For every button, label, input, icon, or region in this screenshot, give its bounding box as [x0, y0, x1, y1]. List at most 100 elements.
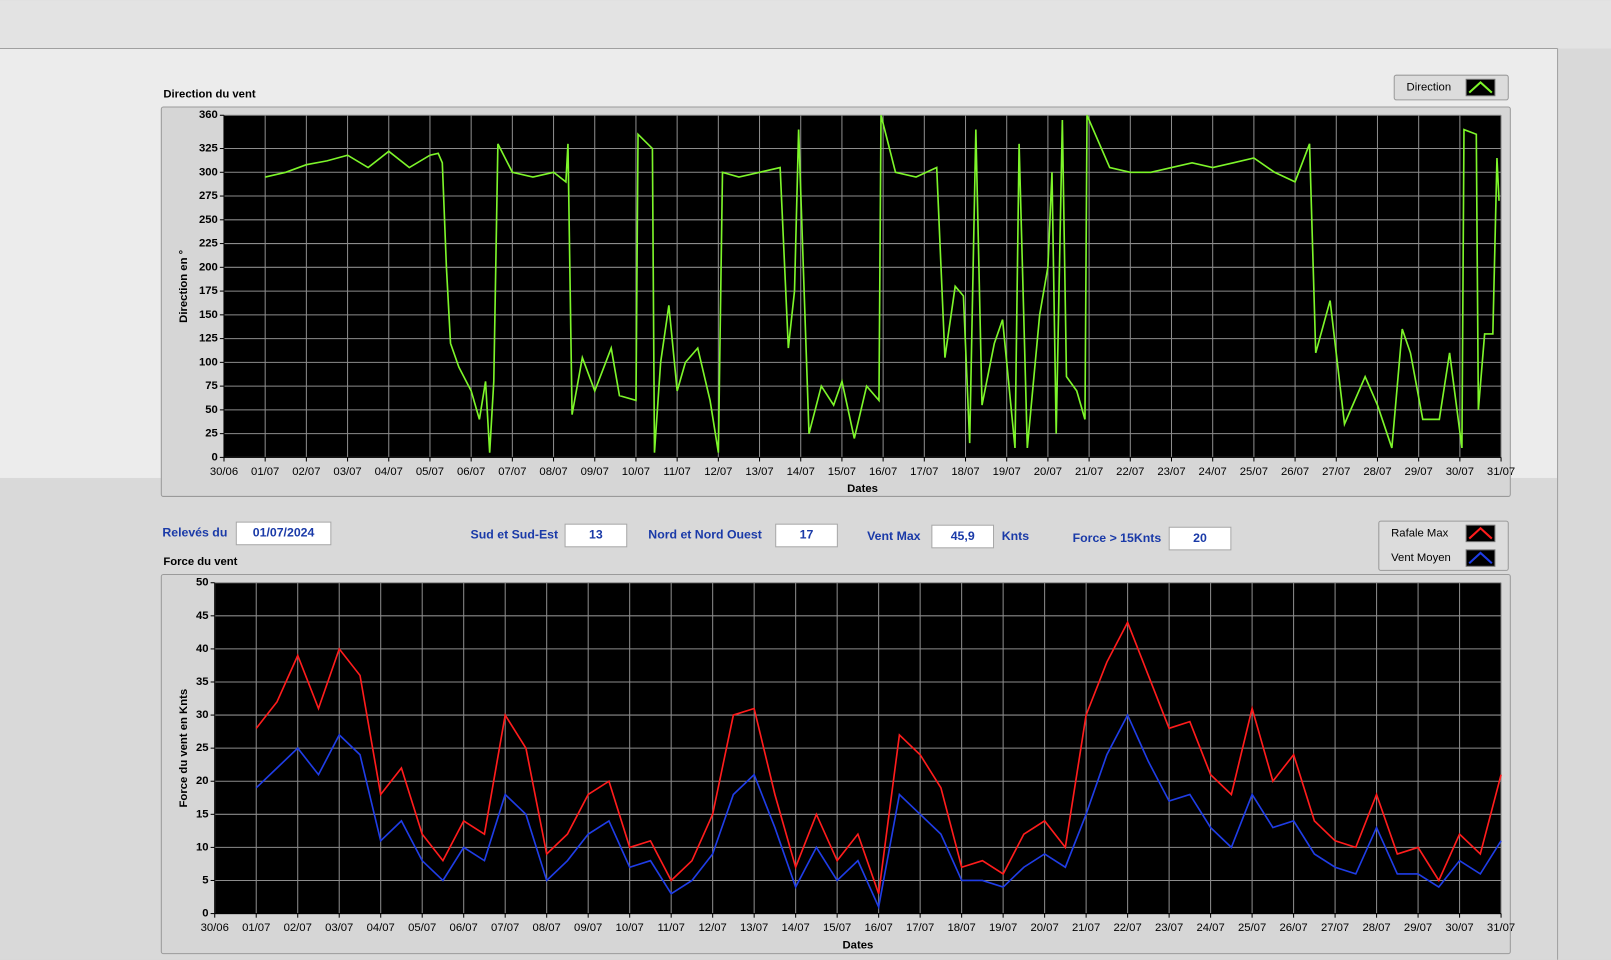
x-tick-label: 12/07	[704, 466, 732, 478]
field-value: 13	[589, 528, 603, 542]
field-label: Relevés du	[162, 526, 227, 540]
x-tick-label: 03/07	[325, 922, 353, 934]
y-tick-label: 250	[199, 214, 218, 226]
y-tick-label: 125	[199, 333, 218, 345]
x-tick-label: 02/07	[292, 466, 320, 478]
x-tick-label: 01/07	[242, 922, 270, 934]
field-label: Nord et Nord Ouest	[648, 528, 762, 542]
x-tick-label: 22/07	[1113, 922, 1141, 934]
x-tick-label: 31/07	[1487, 466, 1515, 478]
x-tick-label: 21/07	[1075, 466, 1103, 478]
y-tick-label: 150	[199, 309, 218, 321]
y-tick-label: 15	[196, 808, 209, 820]
legend-swatch-bg	[1465, 549, 1496, 567]
x-tick-label: 16/07	[865, 922, 893, 934]
x-tick-label: 24/07	[1199, 466, 1227, 478]
y-tick-label: 30	[196, 709, 209, 721]
y-tick-label: 200	[199, 261, 218, 273]
x-tick-label: 21/07	[1072, 922, 1100, 934]
field-label: Force > 15Knts	[1073, 531, 1162, 545]
x-tick-label: 14/07	[782, 922, 810, 934]
x-tick-label: 19/07	[993, 466, 1021, 478]
field-value: 17	[800, 528, 814, 542]
x-tick-label: 05/07	[416, 466, 444, 478]
x-tick-label: 03/07	[333, 466, 361, 478]
field-value: 01/07/2024	[253, 526, 315, 540]
y-tick-label: 300	[199, 166, 218, 178]
x-tick-label: 30/06	[210, 466, 238, 478]
legend-swatch	[1468, 80, 1493, 94]
chart-title: Direction du vent	[163, 89, 256, 101]
x-tick-label: 16/07	[869, 466, 897, 478]
x-tick-label: 07/07	[491, 922, 519, 934]
data-line	[255, 713, 1502, 910]
x-tick-label: 01/07	[251, 466, 279, 478]
x-tick-label: 13/07	[740, 922, 768, 934]
x-tick-label: 30/07	[1445, 922, 1473, 934]
y-tick-label: 25	[205, 428, 218, 440]
y-tick-label: 75	[205, 380, 218, 392]
x-tick-label: 14/07	[787, 466, 815, 478]
x-tick-label: 24/07	[1196, 922, 1224, 934]
y-tick-label: 45	[196, 610, 209, 622]
x-tick-label: 30/07	[1446, 466, 1474, 478]
data-line	[264, 114, 1500, 453]
x-tick-label: 30/06	[201, 922, 229, 934]
legend-swatch	[1468, 551, 1493, 564]
x-tick-label: 15/07	[828, 466, 856, 478]
chart-title: Force du vent	[163, 556, 237, 568]
x-tick-label: 27/07	[1322, 466, 1350, 478]
x-tick-label: 06/07	[450, 922, 478, 934]
top-bar	[0, 0, 1611, 49]
field-box	[564, 523, 628, 548]
x-tick-label: 05/07	[408, 922, 436, 934]
y-tick-label: 0	[212, 451, 218, 463]
x-tick-label: 09/07	[574, 922, 602, 934]
x-tick-label: 04/07	[367, 922, 395, 934]
data-line	[255, 620, 1502, 895]
legend-label: Rafale Max	[1391, 527, 1448, 539]
y-tick-label: 0	[202, 908, 208, 920]
y-tick-label: 40	[196, 643, 209, 655]
x-tick-label: 02/07	[284, 922, 312, 934]
x-tick-label: 12/07	[699, 922, 727, 934]
x-tick-label: 27/07	[1321, 922, 1349, 934]
field-box	[235, 521, 332, 546]
y-tick-label: 5	[202, 874, 208, 886]
x-tick-label: 18/07	[947, 922, 975, 934]
x-tick-label: 07/07	[498, 466, 526, 478]
x-tick-label: 13/07	[745, 466, 773, 478]
field-unit: Knts	[1002, 529, 1030, 543]
y-tick-label: 275	[199, 190, 218, 202]
y-tick-label: 10	[196, 841, 209, 853]
y-axis-label: Direction en °	[178, 249, 190, 322]
x-tick-label: 31/07	[1487, 922, 1515, 934]
field-label: Vent Max	[867, 529, 921, 543]
x-tick-label: 25/07	[1240, 466, 1268, 478]
legend-swatch-bg	[1465, 524, 1496, 543]
y-tick-label: 100	[199, 356, 218, 368]
field-value: 45,9	[951, 529, 975, 543]
x-tick-label: 25/07	[1238, 922, 1266, 934]
x-axis-label: Dates	[847, 483, 878, 495]
x-tick-label: 28/07	[1362, 922, 1390, 934]
field-box	[775, 523, 838, 548]
field-box	[1168, 526, 1232, 551]
x-tick-label: 18/07	[951, 466, 979, 478]
y-tick-label: 175	[199, 285, 218, 297]
y-tick-label: 35	[196, 676, 209, 688]
x-tick-label: 15/07	[823, 922, 851, 934]
field-box	[931, 524, 995, 549]
x-tick-label: 23/07	[1155, 922, 1183, 934]
x-tick-label: 11/07	[663, 466, 690, 478]
x-tick-label: 20/07	[1030, 922, 1058, 934]
y-tick-label: 50	[205, 404, 218, 416]
x-tick-label: 04/07	[375, 466, 403, 478]
y-tick-label: 360	[199, 109, 218, 121]
x-tick-label: 08/07	[539, 466, 567, 478]
x-tick-label: 28/07	[1363, 466, 1391, 478]
x-tick-label: 29/07	[1404, 922, 1432, 934]
x-tick-label: 23/07	[1157, 466, 1185, 478]
y-tick-label: 25	[196, 742, 209, 754]
